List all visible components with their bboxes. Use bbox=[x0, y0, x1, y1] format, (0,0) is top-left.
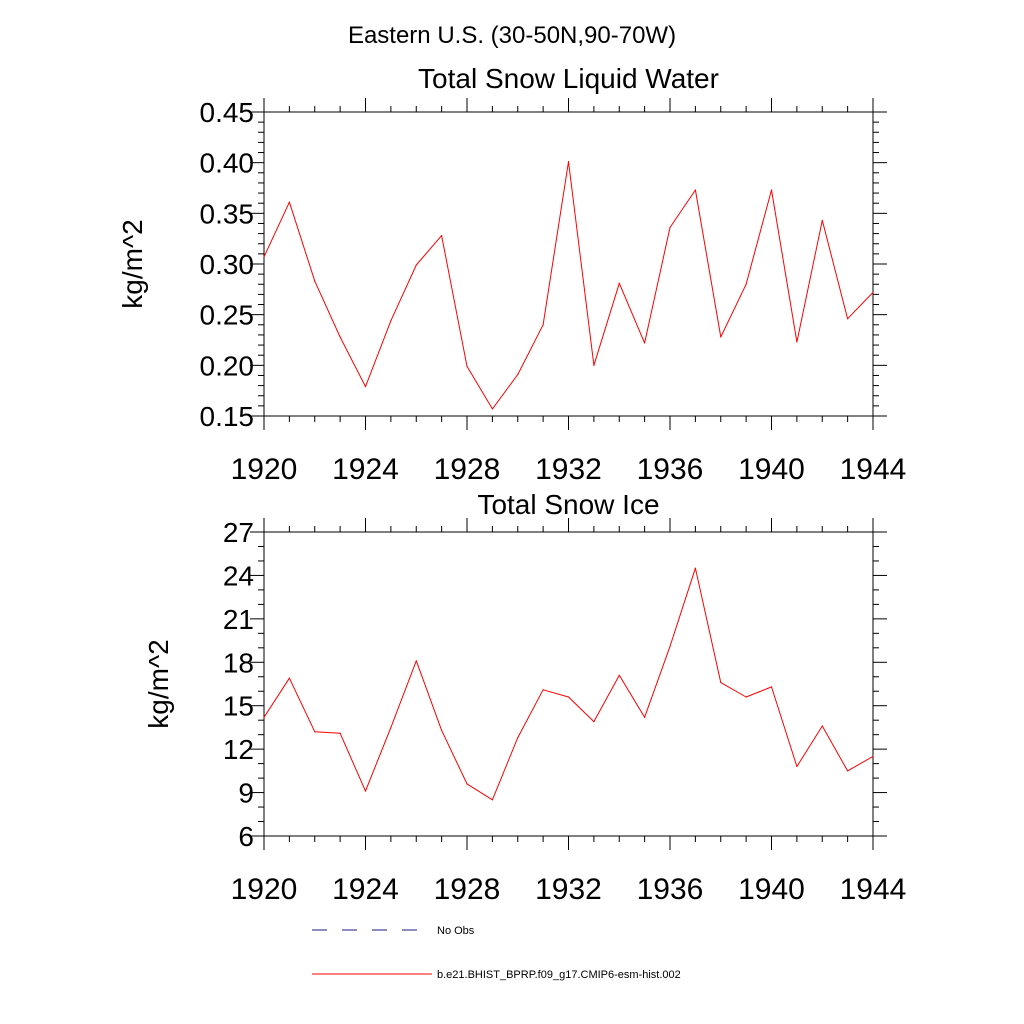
data-point bbox=[339, 336, 341, 338]
x-tick-label: 1940 bbox=[738, 453, 805, 486]
figure-title: Eastern U.S. (30-50N,90-70W) bbox=[348, 22, 676, 49]
data-point bbox=[339, 732, 341, 734]
x-tick-label: 1924 bbox=[332, 453, 399, 486]
x-tick-label: 1928 bbox=[434, 873, 501, 906]
y-tick-label: 0.20 bbox=[200, 350, 255, 381]
y-axis-label: kg/m^2 bbox=[117, 219, 148, 308]
data-point bbox=[517, 736, 519, 739]
snow-liquid-water-chart: Total Snow Liquid Water kg/m^2 1920 1924 192… bbox=[117, 63, 906, 486]
y-axis-label: kg/m^2 bbox=[143, 639, 174, 728]
legend-label-no-obs: No Obs bbox=[437, 925, 475, 937]
data-point bbox=[288, 201, 290, 203]
x-tick-label: 1932 bbox=[535, 873, 602, 906]
data-point bbox=[618, 282, 620, 284]
data-point bbox=[745, 696, 747, 698]
data-point bbox=[314, 731, 316, 733]
x-tick-label: 1932 bbox=[535, 453, 602, 486]
data-point bbox=[263, 716, 265, 718]
data-point bbox=[770, 686, 773, 688]
data-point bbox=[390, 320, 392, 322]
y-tick-label: 0.35 bbox=[200, 198, 255, 229]
y-tick-label: 27 bbox=[223, 517, 254, 548]
series-line bbox=[263, 161, 874, 410]
data-point bbox=[669, 226, 671, 229]
y-tick-label: 0.25 bbox=[200, 300, 255, 331]
data-point bbox=[593, 364, 595, 366]
data-point bbox=[263, 256, 265, 258]
y-tick-label: 0.45 bbox=[200, 97, 255, 128]
y-tick-label: 21 bbox=[223, 604, 254, 635]
x-tick-label: 1936 bbox=[637, 453, 704, 486]
x-tick-label: 1940 bbox=[738, 873, 805, 906]
data-point bbox=[796, 341, 798, 343]
snow-ice-chart: Total Snow Ice kg/m^2 1920 1924 1928 1932 1936… bbox=[143, 489, 906, 906]
data-point bbox=[796, 765, 798, 768]
data-point bbox=[415, 264, 417, 266]
series-line bbox=[263, 567, 874, 801]
legend: No Obs b.e21.BHIST_BPRP.f09_g17.CMIP6-es… bbox=[312, 925, 681, 981]
data-point bbox=[542, 689, 544, 691]
y-tick-label: 0.15 bbox=[200, 401, 255, 432]
x-tick-label: 1936 bbox=[637, 873, 704, 906]
data-point bbox=[872, 755, 874, 757]
data-point bbox=[872, 291, 874, 293]
data-point bbox=[441, 729, 443, 731]
data-point bbox=[364, 790, 367, 792]
data-point bbox=[847, 770, 849, 772]
data-point bbox=[288, 677, 290, 679]
x-tick-label: 1920 bbox=[231, 873, 298, 906]
y-tick-label: 0.40 bbox=[200, 148, 255, 179]
y-tick-label: 24 bbox=[223, 560, 254, 591]
data-point bbox=[821, 725, 823, 727]
x-tick-label: 1924 bbox=[332, 873, 399, 906]
data-point bbox=[593, 721, 595, 723]
data-point bbox=[441, 235, 443, 237]
data-point bbox=[618, 674, 620, 676]
data-point bbox=[517, 373, 519, 376]
y-tick-label: 0.30 bbox=[200, 249, 255, 280]
data-point bbox=[745, 283, 747, 285]
data-point bbox=[644, 716, 646, 718]
data-point bbox=[364, 386, 367, 388]
data-point bbox=[720, 681, 722, 684]
x-tick-label: 1944 bbox=[840, 453, 907, 486]
chart-title: Total Snow Ice bbox=[477, 489, 659, 520]
data-point bbox=[694, 189, 696, 191]
data-point bbox=[720, 336, 722, 338]
y-tick-label: 9 bbox=[238, 778, 254, 809]
plot-frame bbox=[263, 531, 874, 837]
data-point bbox=[491, 408, 493, 410]
x-tick-label: 1944 bbox=[840, 873, 907, 906]
legend-label-model: b.e21.BHIST_BPRP.f09_g17.CMIP6-esm-hist.… bbox=[437, 969, 681, 981]
data-point bbox=[466, 365, 468, 367]
chart-title: Total Snow Liquid Water bbox=[418, 63, 719, 94]
plot-frame bbox=[263, 111, 874, 417]
data-point bbox=[415, 660, 417, 662]
data-point bbox=[847, 318, 849, 320]
x-tick-label: 1928 bbox=[434, 453, 501, 486]
data-point bbox=[466, 783, 468, 785]
data-point bbox=[491, 799, 493, 801]
data-point bbox=[821, 219, 823, 222]
y-tick-label: 12 bbox=[223, 734, 254, 765]
data-point bbox=[567, 696, 570, 698]
data-point bbox=[390, 726, 392, 729]
data-point bbox=[542, 324, 544, 326]
data-point bbox=[314, 280, 316, 282]
data-point bbox=[694, 567, 696, 569]
y-tick-label: 15 bbox=[223, 691, 254, 722]
y-tick-label: 18 bbox=[223, 647, 254, 678]
data-point bbox=[644, 342, 646, 344]
data-point bbox=[770, 189, 773, 191]
data-point bbox=[567, 161, 570, 163]
data-point bbox=[669, 645, 671, 647]
y-tick-label: 6 bbox=[238, 821, 254, 852]
x-tick-label: 1920 bbox=[231, 453, 298, 486]
